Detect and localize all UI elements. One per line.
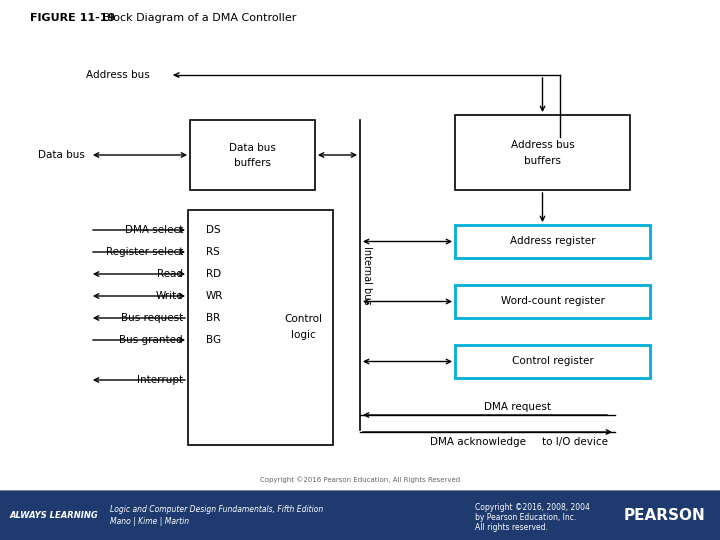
Text: RS: RS bbox=[206, 247, 220, 257]
Text: ALWAYS LEARNING: ALWAYS LEARNING bbox=[10, 510, 99, 519]
Text: DMA request: DMA request bbox=[484, 402, 551, 412]
Text: WR: WR bbox=[206, 291, 223, 301]
Text: DMA acknowledge: DMA acknowledge bbox=[430, 437, 526, 447]
Text: Write: Write bbox=[156, 291, 183, 301]
Text: Logic and Computer Design Fundamentals, Fifth Edition: Logic and Computer Design Fundamentals, … bbox=[110, 504, 323, 514]
Bar bbox=[455, 345, 650, 378]
Text: BG: BG bbox=[206, 335, 221, 345]
Text: Bus request: Bus request bbox=[121, 313, 183, 323]
Text: Data bus: Data bus bbox=[38, 150, 85, 160]
Bar bbox=[190, 120, 315, 190]
Bar bbox=[188, 210, 333, 445]
Text: Copyright ©2016, 2008, 2004: Copyright ©2016, 2008, 2004 bbox=[475, 503, 590, 511]
Text: Read: Read bbox=[157, 269, 183, 279]
Text: Address register: Address register bbox=[510, 237, 595, 246]
Text: BR: BR bbox=[206, 313, 220, 323]
Text: Bus granted: Bus granted bbox=[120, 335, 183, 345]
Text: to I/O device: to I/O device bbox=[542, 437, 608, 447]
Bar bbox=[0, 490, 720, 540]
Text: All rights reserved.: All rights reserved. bbox=[475, 523, 548, 531]
Text: Mano | Kime | Martin: Mano | Kime | Martin bbox=[110, 517, 189, 526]
Text: DS: DS bbox=[206, 225, 220, 235]
Text: by Pearson Education, Inc.: by Pearson Education, Inc. bbox=[475, 512, 576, 522]
Text: Control register: Control register bbox=[512, 356, 593, 367]
Text: buffers: buffers bbox=[234, 158, 271, 168]
Text: Copyright ©2016 Pearson Education, All Rights Reserved: Copyright ©2016 Pearson Education, All R… bbox=[260, 477, 460, 483]
Text: PEARSON: PEARSON bbox=[624, 508, 705, 523]
Text: Address bus: Address bus bbox=[510, 140, 575, 151]
Text: Register select: Register select bbox=[106, 247, 183, 257]
Text: DMA select: DMA select bbox=[125, 225, 183, 235]
Text: Block Diagram of a DMA Controller: Block Diagram of a DMA Controller bbox=[92, 13, 297, 23]
Text: RD: RD bbox=[206, 269, 221, 279]
Text: logic: logic bbox=[291, 330, 315, 341]
Text: Interrupt: Interrupt bbox=[137, 375, 183, 385]
Text: buffers: buffers bbox=[524, 156, 561, 165]
Text: Address bus: Address bus bbox=[86, 70, 150, 80]
Text: Word-count register: Word-count register bbox=[500, 296, 604, 307]
Bar bbox=[455, 225, 650, 258]
Bar bbox=[455, 115, 630, 190]
Text: Control: Control bbox=[284, 314, 322, 325]
Bar bbox=[455, 285, 650, 318]
Text: FIGURE 11-19: FIGURE 11-19 bbox=[30, 13, 115, 23]
Text: Data bus: Data bus bbox=[229, 143, 276, 153]
Text: Internal bus: Internal bus bbox=[362, 246, 372, 305]
